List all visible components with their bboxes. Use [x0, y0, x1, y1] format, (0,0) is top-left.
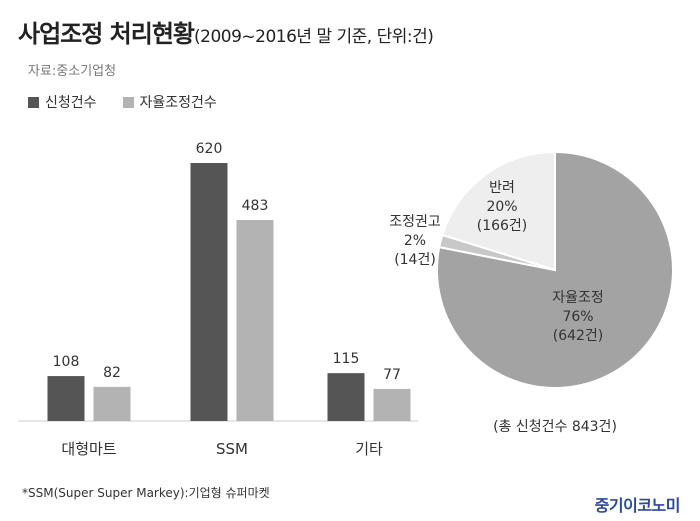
legend-label-voluntary: 자율조정건수	[139, 95, 217, 111]
pie-label-1-2: (14건)	[394, 252, 436, 268]
legend: 신청건수 자율조정건수	[28, 92, 217, 112]
footnote: *SSM(Super Super Markey):기업형 슈퍼마켓	[22, 486, 270, 500]
chart-title: 사업조정 처리현황(2009~2016년 말 기준, 단위:건)	[18, 14, 434, 49]
pie-label-2-1: 20%	[486, 199, 517, 215]
pie-label-2-0: 반려	[489, 180, 515, 196]
category-label-1: SSM	[216, 440, 248, 458]
pie-label-1-1: 2%	[404, 233, 426, 249]
pie-label-0-1: 76%	[562, 309, 593, 325]
brand-logo: 중기이코노미	[594, 496, 681, 515]
pie-slice-2	[441, 150, 556, 272]
pie-label-2-2: (166건)	[477, 218, 528, 234]
bar-0-1	[93, 386, 131, 421]
category-label-0: 대형마트	[61, 440, 116, 458]
bar-value-label-2-0: 115	[333, 351, 360, 367]
bar-value-label-0-0: 108	[53, 354, 80, 370]
category-label-2: 기타	[355, 440, 383, 458]
bar-1-1	[236, 220, 274, 421]
bar-0-0	[47, 376, 85, 421]
title-main: 사업조정 처리현황	[18, 20, 195, 48]
pie-label-1-0: 조정권고	[389, 214, 441, 230]
pie-label-0-0: 자율조정	[552, 290, 604, 306]
bar-value-label-0-1: 82	[103, 365, 121, 381]
pie-total-label: (총 신청건수 843건)	[493, 419, 617, 435]
title-sub: (2009~2016년 말 기준, 단위:건)	[194, 27, 434, 47]
bar-1-0	[190, 163, 228, 421]
bar-2-0	[327, 373, 365, 421]
legend-swatch-voluntary	[122, 96, 134, 108]
bar-value-label-2-1: 77	[383, 367, 401, 383]
bar-value-label-1-0: 620	[196, 141, 223, 157]
pie-label-0-2: (642건)	[553, 328, 604, 344]
source-note: 자료:중소기업청	[28, 64, 117, 79]
legend-swatch-applications	[28, 96, 39, 108]
bar-2-1	[373, 388, 411, 421]
bar-value-label-1-1: 483	[242, 198, 269, 214]
legend-label-applications: 신청건수	[45, 95, 97, 111]
